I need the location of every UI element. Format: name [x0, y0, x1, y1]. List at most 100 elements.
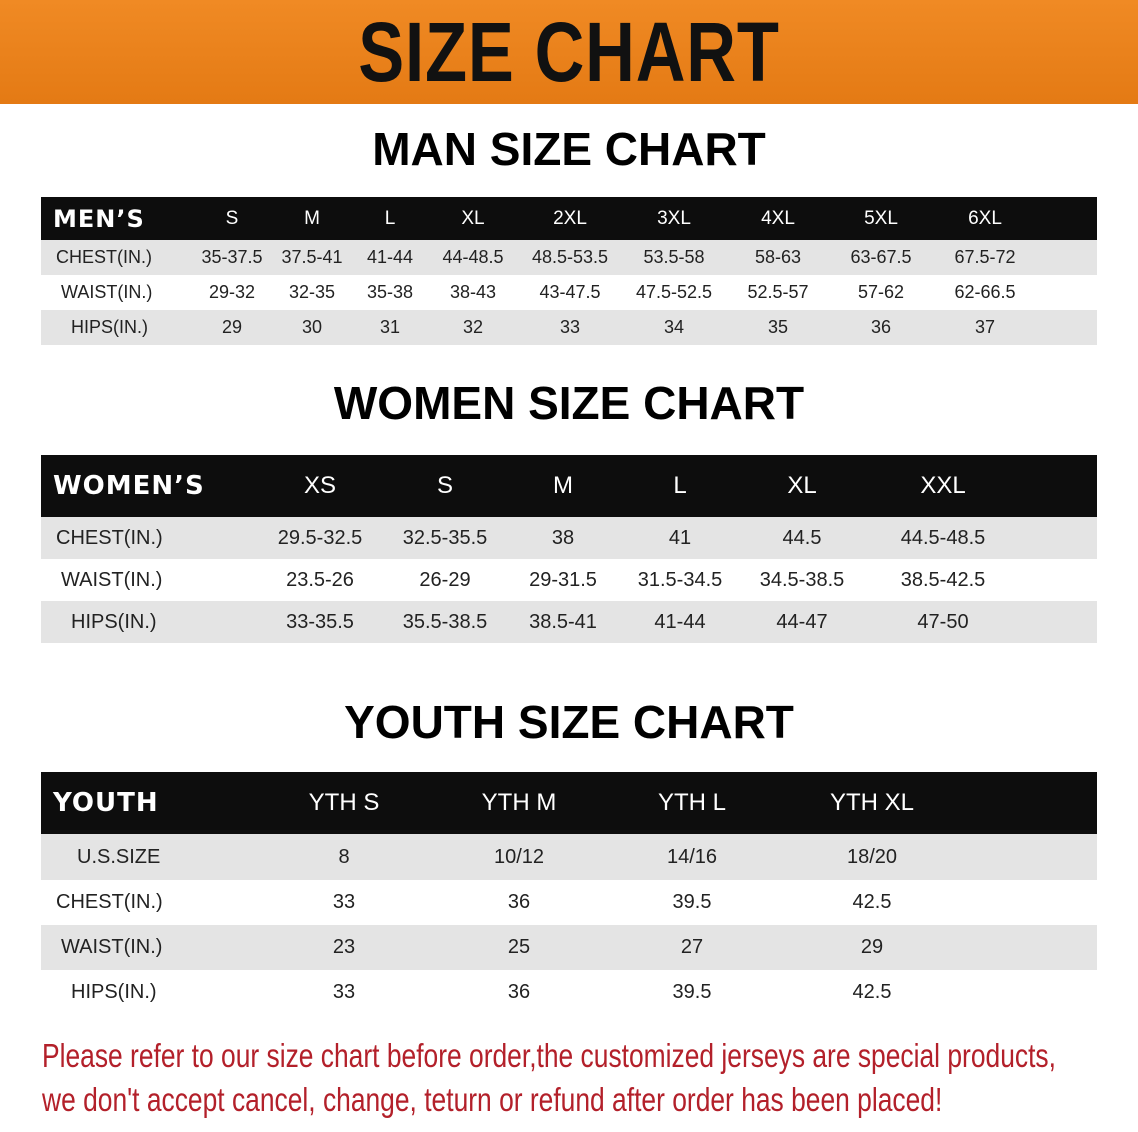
- table-cell: 44-47: [776, 610, 828, 633]
- table-cell: 53.5-58: [643, 247, 705, 267]
- row-label: HIPS(IN.): [71, 981, 157, 1003]
- table-cell: 44.5-48.5: [900, 526, 986, 549]
- table-cell: 44.5: [782, 526, 822, 549]
- size-column-header: 3XL: [657, 207, 691, 229]
- table-cell: 29: [860, 936, 884, 958]
- size-column-header: XS: [303, 472, 337, 499]
- table-cell: 35-38: [366, 282, 414, 302]
- table-row: WAIST(IN.) 23 25 27 29: [41, 925, 1097, 970]
- size-column-header: M: [304, 207, 320, 229]
- table-row: U.S.SIZE 8 10/12 14/16 18/20: [41, 834, 1097, 880]
- table-cell: 33: [332, 981, 356, 1003]
- table-cell: 29-31.5: [529, 568, 597, 591]
- table-cell: 23.5-26: [286, 568, 354, 591]
- header-label: YOUTH: [53, 788, 159, 818]
- size-column-header: 4XL: [761, 207, 795, 229]
- note-line-1: Please refer to our size chart before or…: [42, 1037, 1056, 1074]
- table-row: HIPS(IN.) 33-35.5 35.5-38.5 38.5-41 41-44 44-…: [41, 601, 1097, 643]
- table-cell: 36: [870, 317, 892, 337]
- size-column-header: L: [673, 472, 687, 499]
- table-row: WAIST(IN.) 29-32 32-35 35-38 38-43 43-47.5 47.…: [41, 275, 1097, 310]
- table-cell: 41: [668, 526, 692, 549]
- table-cell: 14/16: [666, 845, 718, 868]
- table-cell: 36: [507, 981, 531, 1003]
- table-cell: 37.5-41: [281, 247, 343, 267]
- table-cell: 29: [221, 317, 243, 337]
- row-label: CHEST(IN.): [56, 526, 163, 549]
- table-row: CHEST(IN.) 29.5-32.5 32.5-35.5 38 41 44.5 44.5…: [41, 517, 1097, 559]
- size-column-header: 2XL: [553, 207, 587, 229]
- table-cell: 32.5-35.5: [402, 526, 488, 549]
- youth-section-heading: YOUTH SIZE CHART: [344, 696, 794, 748]
- table-row: HIPS(IN.) 29 30 31 32 33 34 35 36 37: [41, 310, 1097, 345]
- size-column-header: 6XL: [968, 207, 1002, 229]
- table-cell: 63-67.5: [850, 247, 912, 267]
- size-column-header: YTH XL: [829, 789, 915, 816]
- table-cell: 38.5-41: [529, 610, 597, 633]
- table-header-row: MEN’S S M L XL 2XL 3XL 4XL 5XL 6XL: [41, 197, 1097, 240]
- row-label: HIPS(IN.): [71, 317, 149, 337]
- table-cell: 18/20: [846, 845, 898, 868]
- table-cell: 33-35.5: [286, 610, 354, 633]
- women-size-table: WOMEN’S XS S M L XL XXL CHEST(IN.) 29.5-32.5 32.5…: [41, 455, 1097, 643]
- header-label: WOMEN’S: [53, 471, 205, 501]
- table-cell: 23: [332, 936, 356, 958]
- table-cell: 47.5-52.5: [635, 282, 713, 302]
- table-cell: 32: [462, 317, 484, 337]
- table-cell: 52.5-57: [747, 282, 809, 302]
- table-header-row: WOMEN’S XS S M L XL XXL: [41, 455, 1097, 517]
- row-label: U.S.SIZE: [77, 845, 161, 868]
- table-row: CHEST(IN.) 35-37.5 37.5-41 41-44 44-48.5 48.5…: [41, 240, 1097, 275]
- note-line-2: we don't accept cancel, change, teturn o…: [42, 1081, 943, 1118]
- size-column-header: XXL: [920, 472, 966, 499]
- row-label: WAIST(IN.): [61, 568, 163, 591]
- size-column-header: YTH S: [308, 789, 380, 816]
- table-cell: 41-44: [654, 610, 706, 633]
- table-row: WAIST(IN.) 23.5-26 26-29 29-31.5 31.5-34.5 34…: [41, 559, 1097, 601]
- table-cell: 33: [559, 317, 581, 337]
- table-cell: 35-37.5: [201, 247, 263, 267]
- table-cell: 26-29: [419, 568, 471, 591]
- table-cell: 67.5-72: [954, 247, 1016, 267]
- table-cell: 33: [332, 891, 356, 913]
- table-cell: 47-50: [917, 610, 969, 633]
- table-cell: 37: [974, 317, 996, 337]
- size-column-header: S: [225, 207, 239, 229]
- table-cell: 38.5-42.5: [900, 568, 986, 591]
- table-cell: 39.5: [672, 981, 712, 1003]
- size-column-header: YTH M: [481, 789, 557, 816]
- table-cell: 58-63: [754, 247, 802, 267]
- table-cell: 27: [680, 936, 704, 958]
- row-label: WAIST(IN.): [61, 936, 163, 958]
- table-cell: 32-35: [288, 282, 336, 302]
- table-cell: 10/12: [493, 845, 545, 868]
- table-cell: 38-43: [449, 282, 497, 302]
- table-cell: 38: [551, 526, 575, 549]
- men-size-table: MEN’S S M L XL 2XL 3XL 4XL 5XL 6XL CHEST(IN.) 35-37…: [41, 197, 1097, 345]
- table-cell: 36: [507, 891, 531, 913]
- size-column-header: M: [553, 472, 573, 499]
- row-label: CHEST(IN.): [56, 247, 152, 267]
- table-cell: 57-62: [857, 282, 905, 302]
- table-cell: 31.5-34.5: [637, 568, 723, 591]
- women-section-heading: WOMEN SIZE CHART: [333, 377, 805, 429]
- table-cell: 39.5: [672, 891, 712, 913]
- size-column-header: L: [384, 207, 396, 229]
- row-label: HIPS(IN.): [71, 610, 157, 633]
- size-column-header: YTH L: [657, 789, 727, 816]
- table-cell: 42.5: [852, 981, 892, 1003]
- table-cell: 35.5-38.5: [402, 610, 488, 633]
- table-cell: 34.5-38.5: [759, 568, 845, 591]
- table-cell: 30: [301, 317, 323, 337]
- header-label: MEN’S: [53, 204, 145, 233]
- table-cell: 62-66.5: [954, 282, 1016, 302]
- table-cell: 34: [663, 317, 685, 337]
- table-row: HIPS(IN.) 33 36 39.5 42.5: [41, 970, 1097, 1015]
- table-cell: 48.5-53.5: [531, 247, 609, 267]
- size-column-header: S: [436, 472, 454, 499]
- table-header-row: YOUTH YTH S YTH M YTH L YTH XL: [41, 772, 1097, 834]
- title-banner: SIZE CHART: [0, 0, 1138, 104]
- row-label: CHEST(IN.): [56, 891, 163, 913]
- table-cell: 8: [338, 845, 350, 868]
- table-cell: 31: [379, 317, 401, 337]
